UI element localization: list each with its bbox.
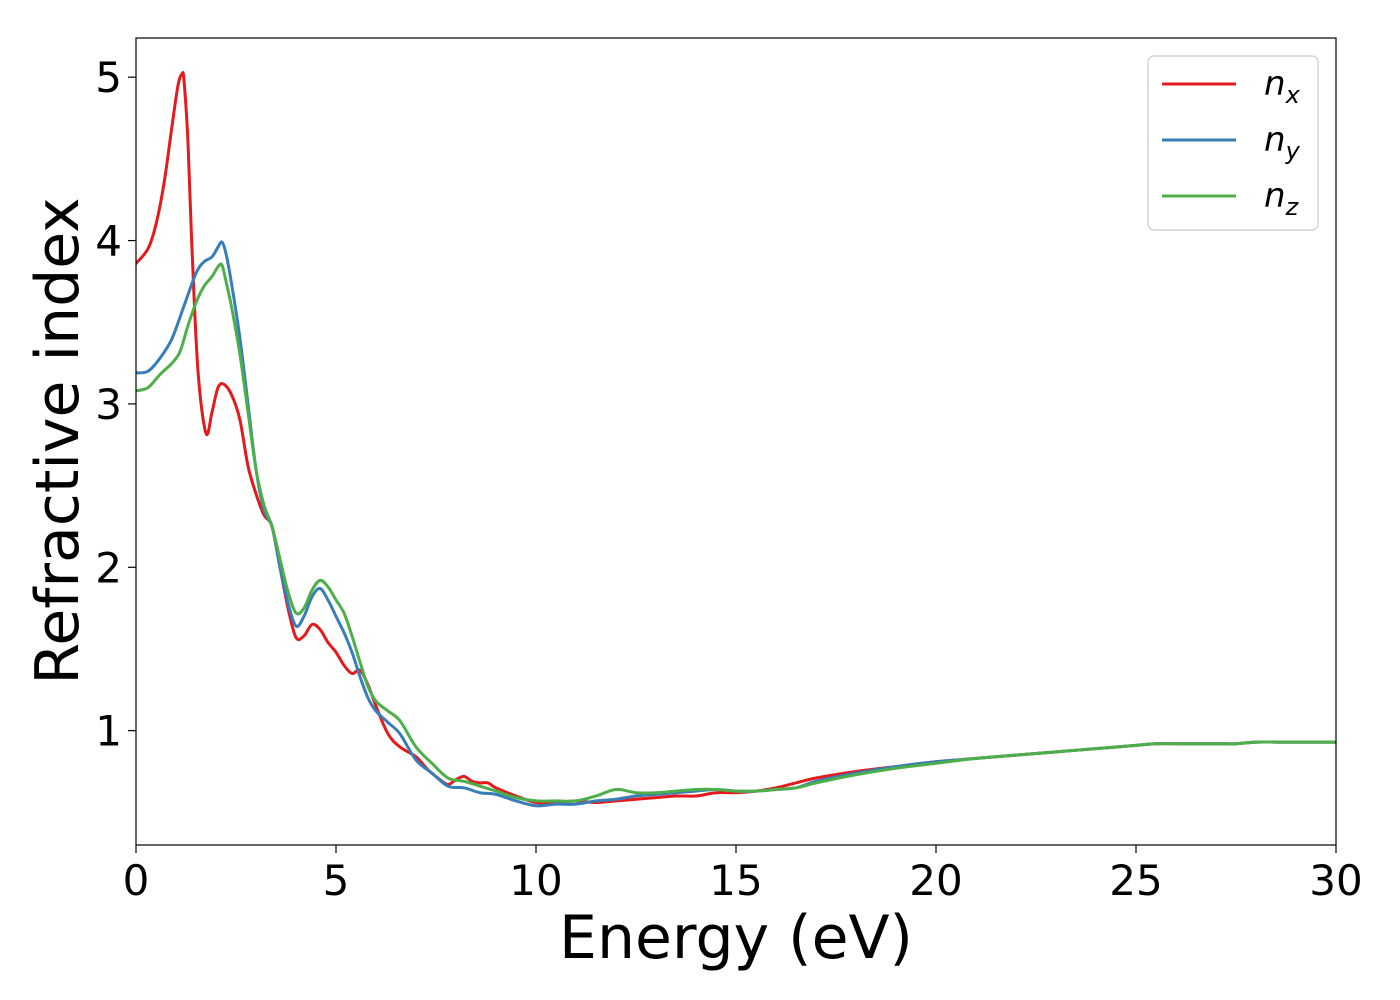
series-line-z (136, 262, 1336, 803)
x-tick-label: 25 (1109, 856, 1162, 905)
y-axis-title: Refractive index (23, 197, 93, 684)
legend-label-x: nx (1264, 64, 1301, 109)
x-axis-title: Energy (eV) (559, 903, 913, 973)
x-tick-label: 0 (123, 856, 150, 905)
y-tick-label: 2 (95, 543, 122, 592)
x-tick-label: 30 (1309, 856, 1362, 905)
y-axis-ticks: 1 2 3 4 5 (95, 53, 136, 756)
y-tick-label: 1 (95, 707, 122, 756)
y-tick-label: 5 (95, 53, 122, 102)
x-axis-ticks: 0 5 10 15 20 25 30 (123, 845, 1363, 905)
x-tick-label: 20 (909, 856, 962, 905)
y-tick-label: 3 (95, 380, 122, 429)
x-tick-label: 10 (509, 856, 562, 905)
x-tick-label: 5 (323, 856, 350, 905)
legend-box (1147, 55, 1319, 231)
series-layer (136, 71, 1336, 808)
plot-area (136, 38, 1336, 845)
legend: nx ny nz (1147, 55, 1319, 231)
legend-label-z: nz (1264, 176, 1300, 221)
legend-label-y: ny (1264, 120, 1301, 165)
y-tick-label: 4 (95, 217, 122, 266)
x-tick-label: 15 (709, 856, 762, 905)
